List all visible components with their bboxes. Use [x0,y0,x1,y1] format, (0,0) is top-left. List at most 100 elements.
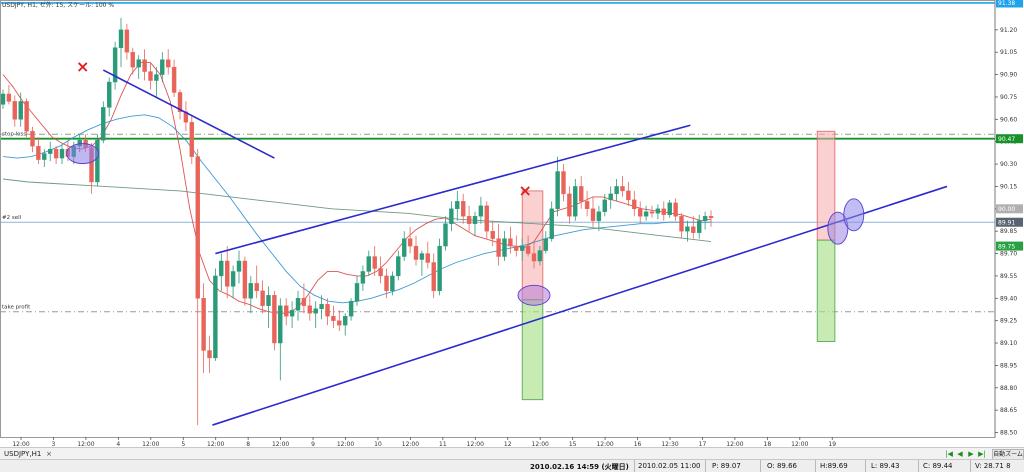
candle-body [425,253,430,263]
candle-body [596,211,602,221]
trendline [102,69,275,159]
candle-body [708,216,714,218]
candle-body [6,93,12,102]
candle-body [643,211,649,217]
candle-body [561,171,566,195]
candle-body [124,29,130,53]
time-tick-label: 12:00 [791,441,808,447]
time-tick-label: 12:00 [467,441,484,447]
candle-body [337,320,342,326]
candle-body [118,29,124,48]
candle-body [655,208,661,214]
time-tick-label: 3 [52,441,56,447]
candle-body [284,305,289,317]
status-separator [970,460,971,472]
time-tick-label: 12:00 [207,441,224,447]
time-tick-label: 4 [116,441,120,447]
price-label: 89.75 [998,243,1015,250]
candle-body [579,186,584,202]
candle-body [620,186,625,192]
candle-body [514,245,519,251]
status-separator [705,460,706,472]
candle-body [602,199,607,212]
candle-body [278,305,283,344]
time-tick-label: 12:00 [142,441,159,447]
time-tick-label: 5 [181,441,185,447]
time-tick-label: 9 [311,441,315,447]
candle-body [685,226,690,232]
candle-body [378,268,383,277]
candle-body [266,295,271,306]
candle-body [472,216,478,224]
candle-body [384,275,389,292]
candle-body [567,193,572,217]
candle-body [508,238,513,247]
status-volume: V: 28.71 8 [975,462,1011,470]
candle-body [697,220,702,233]
time-tick-label: 12:30 [661,441,678,447]
candle-body [632,199,637,210]
candle-body [354,283,360,302]
candle-body [396,256,401,277]
candle-body [555,171,560,210]
candle-body [112,47,118,83]
status-separator [918,460,919,472]
price-tick-label: 89.70 [1000,251,1017,258]
time-tick-label: 19 [828,441,836,447]
candle-body [53,148,59,159]
time-tick-label: 10 [374,441,382,447]
candle-body [171,66,177,93]
chart-title: USDJPY, H1, ゼ外: 15, スケール: 100 % [2,1,114,9]
candle-body [224,260,230,287]
chart-tab[interactable]: USDJPY,H1 [4,450,42,458]
close-tab-icon[interactable]: × [46,450,52,458]
price-tick-label: 89.40 [1000,295,1017,302]
candle-body [36,145,41,160]
candle-body [584,201,590,210]
price-tick-label: 91.20 [1000,27,1017,34]
candle-body [360,271,366,284]
price-label-box [996,241,1023,251]
price-tick-label: 91.05 [1000,49,1017,56]
candle-body [160,59,165,75]
price-tick-label: 89.25 [1000,318,1017,325]
nav-prev-icon[interactable]: ◀ [957,450,963,458]
candle-body [254,283,259,292]
price-label: 90.00 [998,206,1015,213]
time-tick-label: 12:00 [272,441,289,447]
candle-body [165,59,171,68]
candle-body [437,245,442,292]
candle-body [543,238,548,251]
candle-body [201,298,206,351]
candle-body [130,52,136,68]
price-label-box [996,0,1023,8]
candle-body [443,223,448,247]
candle-body [614,186,619,195]
candle-body [455,201,460,210]
x-mark-icon: × [518,181,531,200]
x-mark-icon: × [76,57,89,76]
candle-body [18,101,23,120]
horizontal-line-label: take profit [2,305,31,311]
price-tick-label: 90.30 [1000,161,1017,168]
status-separator [865,460,866,472]
candle-body [478,205,484,217]
nav-first-icon[interactable]: |◀ [945,450,953,458]
candle-body [331,315,336,321]
nav-last-icon[interactable]: ▶| [978,450,986,458]
time-tick-label: 12:00 [596,441,613,447]
price-tick-label: 90.15 [1000,183,1017,190]
candle-body [189,122,195,157]
candle-body [12,101,18,120]
nav-next-icon[interactable]: ▶ [968,450,974,458]
status-low: L: 89.43 [871,462,900,470]
highlight-ellipse [517,284,551,306]
time-tick-label: 12:00 [12,441,29,447]
status-bar-time: 2010.02.05 11:00 [638,462,701,470]
price-label-box [996,204,1023,214]
price-tick-label: 89.55 [1000,273,1017,280]
candle-body [343,315,348,326]
candle-body [407,238,413,247]
